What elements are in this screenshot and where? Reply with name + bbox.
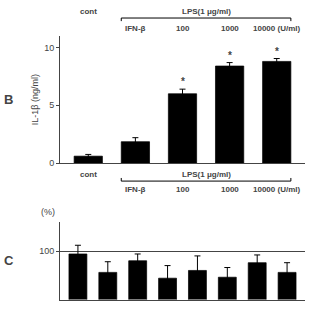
svg-text:LPS(1 μg/ml): LPS(1 μg/ml) bbox=[182, 170, 231, 179]
svg-text:100: 100 bbox=[176, 24, 190, 33]
svg-text:C: C bbox=[4, 253, 14, 268]
svg-text:IL-1β (ng/ml): IL-1β (ng/ml) bbox=[30, 74, 40, 125]
svg-text:IFN-β: IFN-β bbox=[125, 185, 146, 194]
svg-text:*: * bbox=[275, 46, 279, 57]
svg-text:10000 (U/ml): 10000 (U/ml) bbox=[253, 24, 300, 33]
svg-text:B: B bbox=[4, 92, 13, 107]
svg-text:10: 10 bbox=[44, 43, 54, 53]
svg-text:1000: 1000 bbox=[221, 24, 239, 33]
svg-text:100: 100 bbox=[39, 246, 54, 256]
svg-text:cont: cont bbox=[80, 170, 97, 179]
svg-text:100: 100 bbox=[176, 185, 190, 194]
svg-text:10000 (U/ml): 10000 (U/ml) bbox=[253, 185, 300, 194]
svg-text:(%): (%) bbox=[41, 207, 55, 217]
svg-text:*: * bbox=[228, 50, 232, 61]
svg-text:1000: 1000 bbox=[221, 185, 239, 194]
svg-text:IFN-β: IFN-β bbox=[125, 24, 146, 33]
svg-text:*: * bbox=[181, 76, 185, 87]
svg-text:0: 0 bbox=[49, 158, 54, 168]
svg-text:5: 5 bbox=[49, 100, 54, 110]
svg-text:LPS(1 μg/ml): LPS(1 μg/ml) bbox=[182, 7, 231, 16]
svg-text:cont: cont bbox=[80, 7, 97, 16]
